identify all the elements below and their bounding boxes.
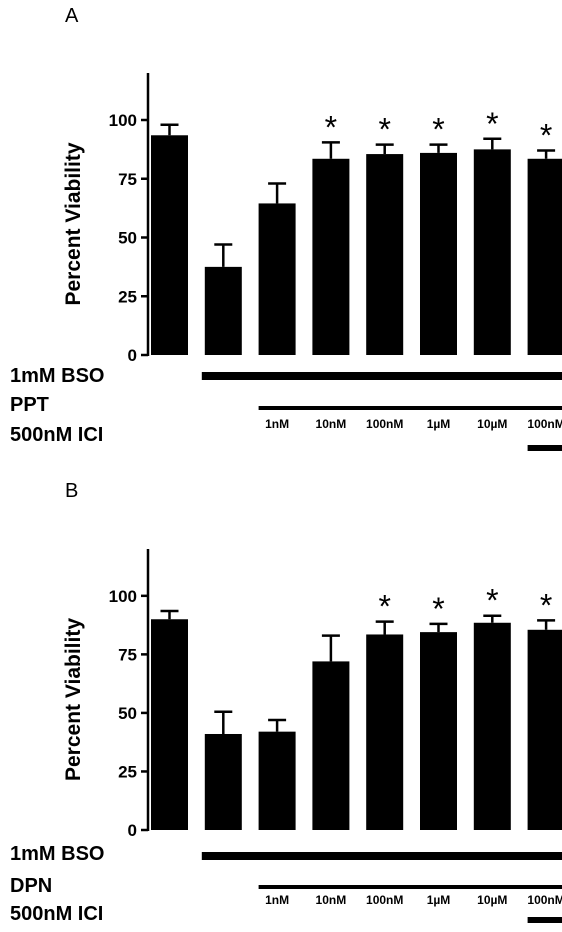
y-tick-label: 75 xyxy=(118,170,137,189)
concentration-label: 10µM xyxy=(477,893,507,907)
bar xyxy=(312,158,350,355)
bar xyxy=(473,622,511,830)
bar xyxy=(473,149,511,355)
bar xyxy=(151,135,188,355)
significance-star: * xyxy=(378,589,390,625)
treatment-label: DPN xyxy=(10,875,52,897)
treatment-label: PPT xyxy=(10,394,49,416)
y-tick-label: 100 xyxy=(109,111,137,130)
bar xyxy=(366,154,404,355)
y-tick-label: 50 xyxy=(118,704,137,723)
significance-star: * xyxy=(325,109,337,145)
significance-star: * xyxy=(432,112,444,148)
significance-star: * xyxy=(486,583,498,619)
concentration-label: 100nM xyxy=(527,893,562,907)
treatment-label: 500nM ICI xyxy=(10,903,103,925)
concentration-label: 1nM xyxy=(265,417,289,431)
concentration-label: 100nM xyxy=(527,417,562,431)
bar xyxy=(258,731,296,830)
bar xyxy=(204,733,242,830)
y-tick-label: 0 xyxy=(128,346,137,365)
concentration-label: 10µM xyxy=(477,417,507,431)
y-axis-label: Percent Viability xyxy=(62,142,85,305)
y-tick-label: 100 xyxy=(109,587,137,606)
bar xyxy=(420,152,457,355)
treatment-label: 500nM ICI xyxy=(10,424,103,446)
treatment-label: 1mM BSO xyxy=(10,365,104,387)
bar xyxy=(420,632,457,830)
panel-letter: A xyxy=(65,5,79,27)
bar xyxy=(312,661,350,830)
y-tick-label: 75 xyxy=(118,645,137,664)
significance-star: * xyxy=(540,118,552,154)
concentration-label: 1µM xyxy=(427,417,451,431)
y-tick-label: 0 xyxy=(128,821,137,840)
bar xyxy=(258,203,296,355)
concentration-label: 10nM xyxy=(316,417,347,431)
concentration-label: 10nM xyxy=(316,893,347,907)
treatment-label: 1mM BSO xyxy=(10,843,104,865)
significance-star: * xyxy=(486,106,498,142)
concentration-label: 100nM xyxy=(366,893,403,907)
bar xyxy=(151,619,188,830)
y-axis-label: Percent Viability xyxy=(62,618,85,781)
y-tick-label: 25 xyxy=(118,762,137,781)
concentration-label: 100nM xyxy=(366,417,403,431)
significance-star: * xyxy=(378,112,390,148)
bar xyxy=(527,158,562,355)
significance-star: * xyxy=(540,587,552,623)
significance-star: * xyxy=(432,591,444,627)
y-tick-label: 50 xyxy=(118,229,137,248)
bar xyxy=(527,629,562,830)
y-tick-label: 25 xyxy=(118,287,137,306)
bar xyxy=(204,266,242,355)
panel-letter: B xyxy=(65,480,78,502)
bar xyxy=(366,634,404,830)
concentration-label: 1µM xyxy=(427,893,451,907)
concentration-label: 1nM xyxy=(265,893,289,907)
